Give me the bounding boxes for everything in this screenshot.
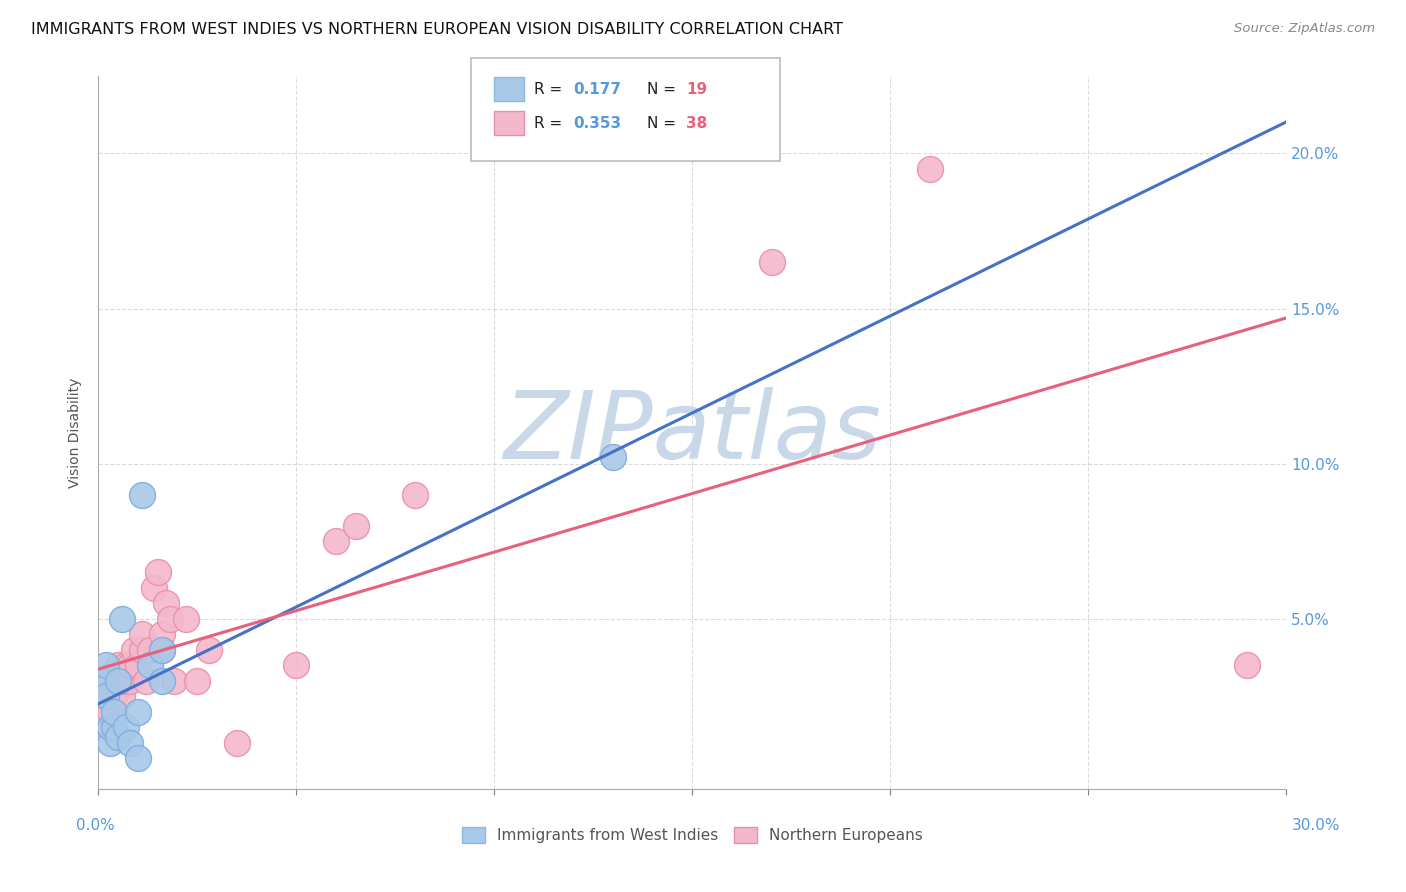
Point bbox=[150, 642, 173, 657]
Y-axis label: Vision Disability: Vision Disability bbox=[69, 377, 83, 488]
Point bbox=[150, 642, 173, 657]
Point bbox=[91, 673, 114, 688]
Point bbox=[198, 642, 221, 657]
Point bbox=[174, 612, 197, 626]
Point bbox=[111, 673, 134, 688]
Point bbox=[131, 642, 153, 657]
Legend: Immigrants from West Indies, Northern Europeans: Immigrants from West Indies, Northern Eu… bbox=[456, 822, 929, 849]
Point bbox=[139, 642, 162, 657]
Text: R =: R = bbox=[534, 82, 568, 96]
Point bbox=[115, 720, 138, 734]
Point bbox=[159, 612, 181, 626]
Point bbox=[96, 690, 118, 704]
Point bbox=[150, 627, 173, 641]
Point bbox=[131, 627, 153, 641]
Point bbox=[155, 596, 177, 610]
Point bbox=[107, 673, 129, 688]
Point bbox=[285, 658, 308, 673]
Point bbox=[163, 673, 186, 688]
Point bbox=[139, 658, 162, 673]
Text: N =: N = bbox=[647, 82, 681, 96]
Point bbox=[107, 730, 129, 744]
Text: 0.353: 0.353 bbox=[574, 116, 621, 130]
Point bbox=[142, 581, 165, 595]
Point bbox=[344, 518, 367, 533]
Point bbox=[120, 673, 142, 688]
Point bbox=[103, 690, 125, 704]
Point bbox=[135, 673, 157, 688]
Point bbox=[103, 705, 125, 719]
Text: 30.0%: 30.0% bbox=[1292, 818, 1340, 832]
Point bbox=[111, 612, 134, 626]
Point bbox=[120, 658, 142, 673]
Point bbox=[120, 736, 142, 750]
Point bbox=[96, 658, 118, 673]
Point bbox=[127, 658, 149, 673]
Point bbox=[115, 658, 138, 673]
Point bbox=[122, 642, 145, 657]
Text: 0.177: 0.177 bbox=[574, 82, 621, 96]
Point bbox=[127, 751, 149, 765]
Point bbox=[98, 736, 121, 750]
Text: R =: R = bbox=[534, 116, 568, 130]
Point bbox=[98, 673, 121, 688]
Point bbox=[96, 690, 118, 704]
Point bbox=[96, 705, 118, 719]
Text: ZIPatlas: ZIPatlas bbox=[503, 387, 882, 478]
Point bbox=[131, 488, 153, 502]
Text: 0.0%: 0.0% bbox=[76, 818, 115, 832]
Point bbox=[226, 736, 249, 750]
Text: 19: 19 bbox=[686, 82, 707, 96]
Point bbox=[107, 673, 129, 688]
Text: N =: N = bbox=[647, 116, 681, 130]
Point bbox=[325, 534, 347, 549]
Text: IMMIGRANTS FROM WEST INDIES VS NORTHERN EUROPEAN VISION DISABILITY CORRELATION C: IMMIGRANTS FROM WEST INDIES VS NORTHERN … bbox=[31, 22, 844, 37]
Point bbox=[91, 690, 114, 704]
Text: 38: 38 bbox=[686, 116, 707, 130]
Point bbox=[404, 488, 426, 502]
Point bbox=[920, 161, 942, 176]
Point bbox=[111, 690, 134, 704]
Point bbox=[1236, 658, 1258, 673]
Point bbox=[602, 450, 624, 465]
Text: Source: ZipAtlas.com: Source: ZipAtlas.com bbox=[1234, 22, 1375, 36]
Point bbox=[146, 566, 169, 580]
Point bbox=[127, 705, 149, 719]
Point bbox=[107, 658, 129, 673]
Point bbox=[186, 673, 208, 688]
Point bbox=[103, 720, 125, 734]
Point bbox=[150, 673, 173, 688]
Point bbox=[761, 255, 783, 269]
Point bbox=[98, 705, 121, 719]
Point bbox=[91, 705, 114, 719]
Point bbox=[98, 720, 121, 734]
